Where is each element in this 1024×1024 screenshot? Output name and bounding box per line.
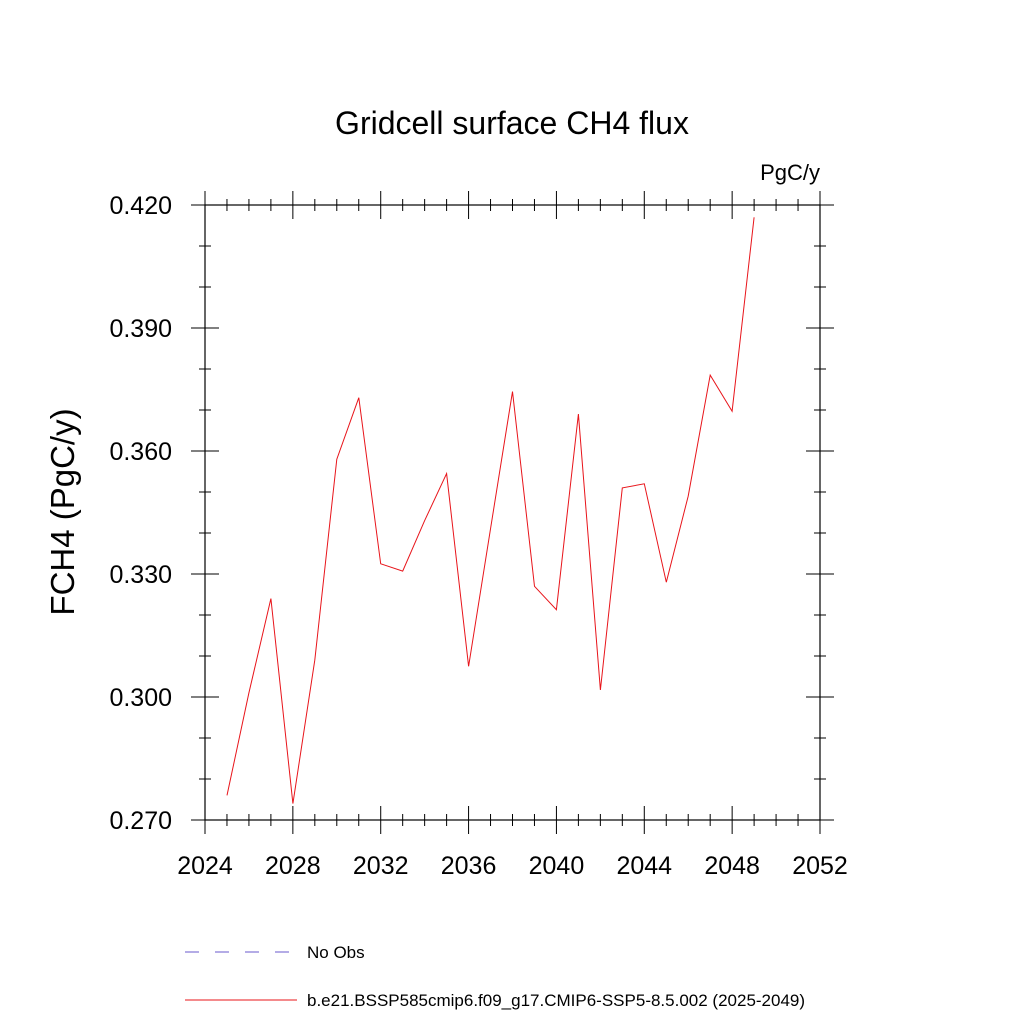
x-tick-label: 2040: [529, 852, 585, 880]
y-tick-label: 0.420: [109, 192, 172, 220]
y-tick-label: 0.270: [109, 807, 172, 835]
y-tick-label: 0.390: [109, 315, 172, 343]
y-tick-label: 0.360: [109, 438, 172, 466]
legend: No Obs b.e21.BSSP585cmip6.f09_g17.CMIP6-S…: [185, 943, 805, 1010]
y-axis: 0.270 0.300 0.330 0.360 0.390 0.420: [109, 192, 834, 835]
chart-title: Gridcell surface CH4 flux: [335, 105, 689, 141]
x-tick-label: 2032: [353, 852, 409, 880]
x-tick-label: 2024: [177, 852, 233, 880]
plot-area: [226, 217, 755, 804]
series-line: [226, 217, 755, 804]
legend-label: No Obs: [307, 943, 365, 962]
y-tick-label: 0.300: [109, 684, 172, 712]
y-axis-label: FCH4 (PgC/y): [44, 408, 81, 615]
x-tick-label: 2048: [704, 852, 760, 880]
legend-label: b.e21.BSSP585cmip6.f09_g17.CMIP6-SSP5-8.…: [307, 991, 805, 1010]
x-tick-label: 2044: [616, 852, 672, 880]
x-tick-label: 2036: [441, 852, 497, 880]
y-tick-label: 0.330: [109, 561, 172, 589]
x-axis: 2024 2028 2032 2036 2040 2044 2048 2052: [177, 191, 848, 880]
x-tick-label: 2028: [265, 852, 321, 880]
units-label: PgC/y: [760, 160, 820, 185]
x-tick-label: 2052: [792, 852, 848, 880]
plot-frame: [204, 204, 821, 821]
